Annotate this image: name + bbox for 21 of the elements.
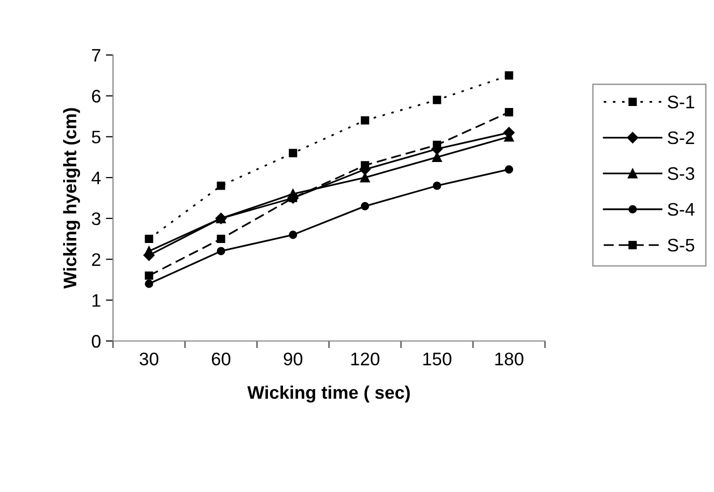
y-tick-label: 1 <box>92 294 100 307</box>
y-tick-label: 7 <box>92 49 100 62</box>
x-tick-label: 30 <box>140 352 158 366</box>
y-tick-label: 4 <box>92 172 101 184</box>
x-tick-label: 150 <box>423 352 452 366</box>
legend-label: S-3 <box>668 167 694 180</box>
y-tick-label: 5 <box>92 130 100 144</box>
y-tick-label: 3 <box>92 212 100 226</box>
y-tick-label: 0 <box>92 334 100 348</box>
x-tick-label: 180 <box>495 352 524 366</box>
x-axis-title: Wicking time ( sec) <box>247 386 410 403</box>
y-tick-label: 2 <box>92 253 100 266</box>
legend-label: S-2 <box>668 131 694 144</box>
y-axis-title: Wicking hyeight (cm) <box>63 108 80 289</box>
legend-label: S-4 <box>668 202 695 216</box>
x-tick-label: 60 <box>212 352 230 366</box>
legend-label: S-1 <box>668 96 694 108</box>
x-tick-label: 120 <box>351 352 380 366</box>
y-tick-label: 6 <box>92 90 100 103</box>
legend-label: S-5 <box>668 238 694 252</box>
x-tick-label: 90 <box>284 352 302 366</box>
